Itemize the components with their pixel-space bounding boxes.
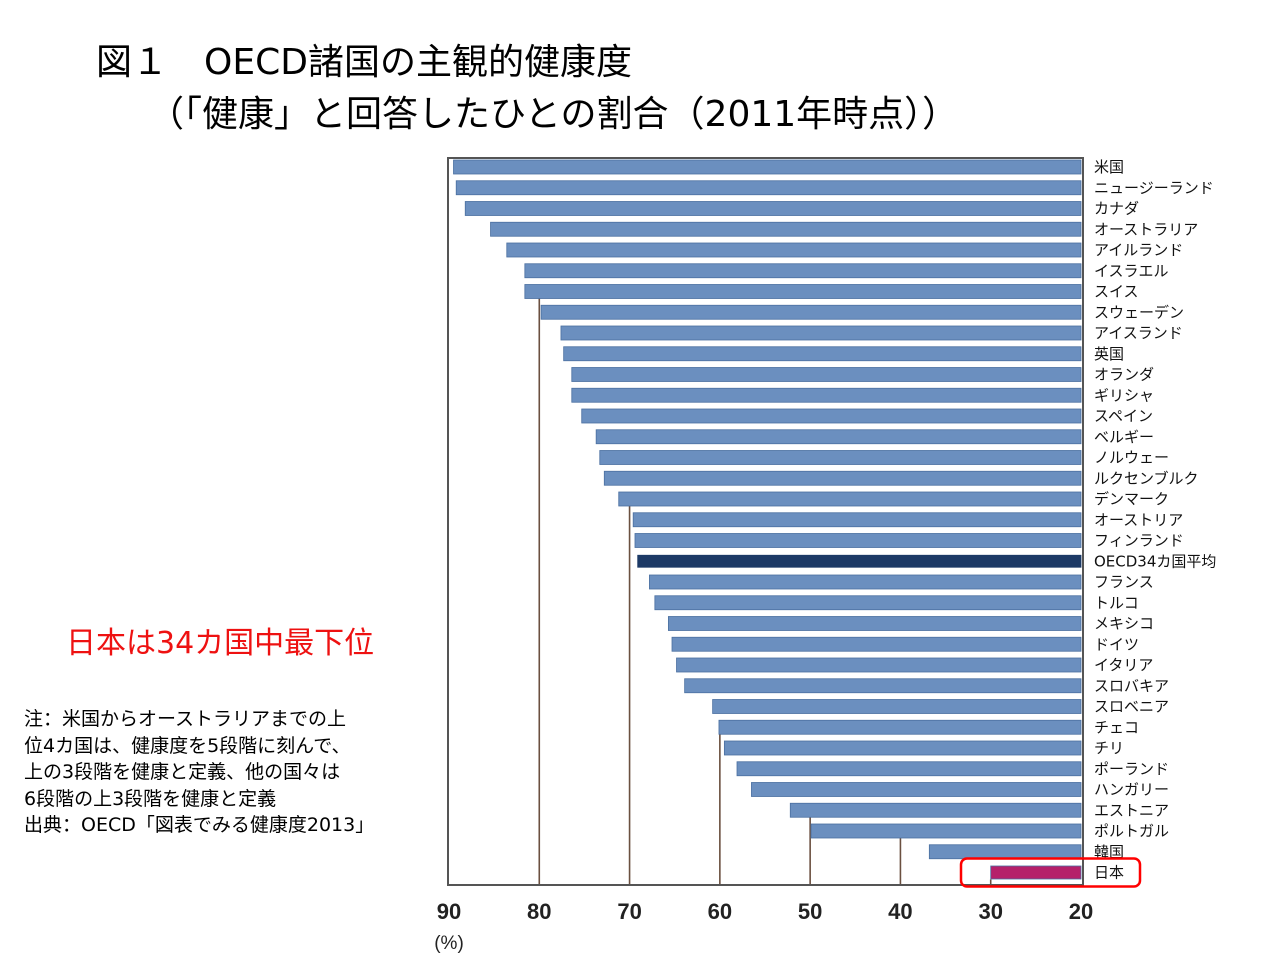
category-label: スロベニア — [1094, 698, 1169, 716]
bar — [618, 491, 1082, 507]
footnote-line: 上の3段階を健康と定義、他の国々は — [24, 761, 341, 783]
bar — [455, 180, 1082, 196]
highlight-box — [959, 857, 1142, 888]
bar — [524, 284, 1082, 299]
category-label: スウェーデン — [1094, 303, 1184, 321]
bar — [671, 636, 1082, 652]
bar — [632, 512, 1082, 528]
footnote-line: 6段階の上3段階を健康と定義 — [24, 787, 277, 810]
x-tick-label: 90 — [437, 899, 461, 924]
category-label: デンマーク — [1094, 490, 1169, 508]
category-label: オーストラリア — [1094, 220, 1198, 238]
chart-title-line1: 図１ OECD諸国の主観的健康度 — [96, 42, 632, 83]
category-label: 日本 — [1094, 864, 1124, 882]
category-label: 韓国 — [1094, 843, 1124, 861]
bar — [649, 574, 1082, 590]
category-label: スロバキア — [1094, 677, 1169, 695]
bar — [736, 761, 1082, 777]
category-label: フィンランド — [1094, 532, 1184, 550]
bar — [581, 408, 1082, 424]
bar — [563, 346, 1082, 362]
x-tick-label: 70 — [617, 899, 641, 924]
bar — [789, 802, 1082, 818]
x-tick-label: 60 — [708, 899, 732, 924]
category-label: ノルウェー — [1094, 449, 1169, 467]
category-label: 米国 — [1094, 158, 1124, 176]
category-label: 英国 — [1094, 345, 1124, 363]
plot-frame — [447, 157, 1084, 886]
bar — [464, 201, 1082, 216]
bar — [603, 470, 1082, 486]
highlight-text: 日本は34カ国中最下位 — [66, 626, 375, 661]
bar — [506, 242, 1082, 258]
bar — [453, 159, 1082, 175]
footnote-line: 注：米国からオーストラリアまでの上 — [24, 708, 347, 730]
category-label: フランス — [1094, 573, 1154, 591]
category-label: オランダ — [1094, 366, 1154, 384]
category-label: アイスランド — [1094, 324, 1183, 342]
category-label: ベルギー — [1094, 428, 1154, 446]
category-label: OECD34カ国平均 — [1094, 552, 1216, 570]
category-label: ドイツ — [1094, 635, 1139, 653]
bar — [928, 844, 1082, 860]
bar-japan — [990, 865, 1082, 880]
bar — [667, 616, 1082, 631]
bar — [751, 782, 1082, 797]
x-tick-label: 20 — [1069, 899, 1093, 924]
bar — [595, 429, 1082, 445]
x-tick-label: 40 — [888, 899, 912, 924]
footnote-line: 位4カ国は、健康度を5段階に刻んで、 — [24, 734, 351, 757]
chart-title-line2: （「健康」と回答したひとの割合（2011年時点）） — [148, 94, 959, 135]
footnote: 注：米国からオーストラリアまでの上 位4カ国は、健康度を5段階に刻んで、 上の3… — [24, 706, 434, 839]
category-label: ポーランド — [1094, 760, 1169, 778]
category-label: ギリシャ — [1094, 386, 1154, 404]
bar — [540, 304, 1082, 320]
unit-label: (%) — [434, 933, 464, 954]
bar — [599, 450, 1082, 465]
bar — [723, 740, 1082, 756]
category-label: スペイン — [1094, 407, 1153, 425]
footnote-line: 出典：OECD「図表でみる健康度2013」 — [24, 814, 375, 836]
category-label: スイス — [1094, 283, 1139, 301]
category-label: オーストリア — [1094, 511, 1183, 529]
bar — [654, 595, 1082, 611]
category-label: エストニア — [1094, 801, 1169, 819]
category-label: ポルトガル — [1094, 822, 1169, 840]
category-label: ルクセンブルク — [1094, 469, 1199, 487]
bar — [560, 325, 1082, 341]
x-tick-label: 80 — [527, 899, 551, 924]
category-label: チリ — [1094, 739, 1124, 757]
bar — [810, 823, 1082, 839]
x-tick-label: 50 — [798, 899, 822, 924]
category-label: カナダ — [1094, 200, 1139, 218]
category-label: アイルランド — [1094, 241, 1183, 259]
bar — [524, 263, 1082, 279]
bar — [634, 533, 1082, 548]
bar — [718, 719, 1082, 735]
bar-average — [637, 554, 1082, 568]
category-label: イタリア — [1094, 656, 1153, 674]
category-label: ニュージーランド — [1094, 179, 1214, 197]
x-tick-label: 30 — [978, 899, 1002, 924]
category-label: イスラエル — [1094, 262, 1169, 280]
bar — [571, 387, 1082, 403]
category-label: ハンガリー — [1094, 781, 1169, 799]
category-label: チェコ — [1094, 718, 1139, 736]
bar — [490, 221, 1082, 237]
bar — [712, 699, 1082, 714]
bar — [684, 678, 1082, 694]
category-label: メキシコ — [1094, 615, 1154, 633]
bar — [571, 367, 1082, 382]
category-label: トルコ — [1094, 594, 1139, 612]
bar — [676, 657, 1082, 673]
